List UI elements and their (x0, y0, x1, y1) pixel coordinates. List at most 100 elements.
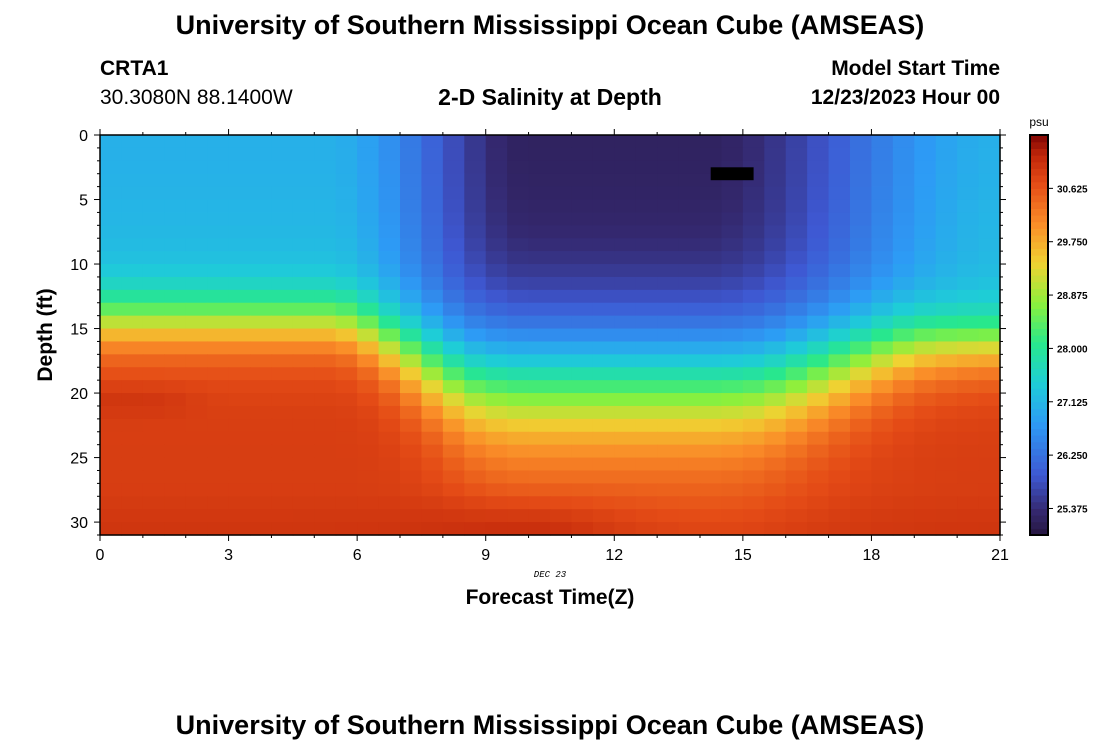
heatmap-cell (828, 212, 851, 226)
heatmap-cell (850, 135, 873, 149)
heatmap-cell (700, 509, 723, 523)
heatmap-cell (507, 212, 530, 226)
heatmap-cell (164, 393, 187, 407)
heatmap-cell (828, 238, 851, 252)
heatmap-cell (614, 315, 637, 330)
heatmap-cell (421, 199, 444, 214)
heatmap-cell (935, 522, 958, 536)
heatmap-cell (100, 470, 123, 484)
heatmap-cell (571, 341, 594, 355)
heatmap-cell (850, 354, 873, 368)
heatmap-cell (142, 276, 165, 291)
heatmap-cell (464, 418, 487, 433)
heatmap-cell (700, 522, 723, 536)
heatmap-cell (550, 199, 573, 214)
heatmap-cell (807, 186, 830, 201)
heatmap-cell (421, 367, 444, 381)
heatmap-cell (185, 483, 208, 497)
heatmap-cell (185, 457, 208, 472)
y-tick-label: 20 (70, 386, 88, 403)
heatmap-cell (914, 457, 937, 472)
heatmap-cell (250, 147, 273, 162)
heatmap-cell (892, 509, 915, 523)
heatmap-cell (485, 212, 508, 226)
heatmap-cell (678, 470, 701, 484)
heatmap-cell (635, 251, 658, 265)
heatmap-cell (550, 341, 573, 355)
heatmap-cell (142, 147, 165, 162)
heatmap-cell (207, 264, 230, 278)
heatmap-cell (657, 264, 680, 278)
heatmap-cell (828, 457, 851, 472)
heatmap-cell (657, 173, 680, 188)
heatmap-cell (807, 483, 830, 497)
heatmap-cell (485, 522, 508, 536)
heatmap-cell (678, 367, 701, 381)
heatmap-cell (100, 289, 123, 304)
heatmap-cell (207, 470, 230, 484)
heatmap-cell (335, 276, 358, 291)
heatmap-cell (550, 509, 573, 523)
heatmap-cell (142, 457, 165, 472)
heatmap-cell (228, 264, 251, 278)
heatmap-cell (228, 251, 251, 265)
heatmap-cell (614, 431, 637, 446)
heatmap-cell (742, 276, 765, 291)
heatmap-cell (400, 457, 423, 472)
heatmap-cell (485, 509, 508, 523)
heatmap-cell (871, 341, 894, 355)
heatmap-cell (228, 186, 251, 201)
heatmap-cell (485, 173, 508, 188)
heatmap-cell (828, 354, 851, 368)
heatmap-cell (314, 276, 337, 291)
heatmap-cell (657, 212, 680, 226)
heatmap-cell (550, 354, 573, 368)
heatmap-cell (528, 431, 551, 446)
heatmap-cell (335, 315, 358, 330)
heatmap-cell (871, 135, 894, 149)
heatmap-cell (400, 470, 423, 484)
heatmap-cell (957, 393, 980, 407)
heatmap-cell (100, 276, 123, 291)
heatmap-cell (785, 328, 808, 343)
heatmap-cell (721, 186, 744, 201)
heatmap-cell (850, 199, 873, 214)
heatmap-cell (550, 367, 573, 381)
heatmap-cell (100, 199, 123, 214)
heatmap-cell (421, 431, 444, 446)
heatmap-cell (400, 135, 423, 149)
heatmap-cell (764, 186, 787, 201)
colorbar-segment (1030, 148, 1048, 156)
heatmap-cell (250, 496, 273, 510)
heatmap-cell (464, 367, 487, 381)
heatmap-cell (292, 483, 315, 497)
heatmap-cell (142, 135, 165, 149)
heatmap-cell (807, 380, 830, 394)
heatmap-cell (807, 315, 830, 330)
heatmap-cell (507, 522, 530, 536)
heatmap-cell (378, 393, 401, 407)
heatmap-cell (935, 173, 958, 188)
heatmap-cell (207, 509, 230, 523)
heatmap-cell (678, 457, 701, 472)
heatmap-cell (292, 147, 315, 162)
heatmap-cell (121, 522, 144, 536)
heatmap-cell (250, 302, 273, 317)
heatmap-cell (528, 289, 551, 304)
heatmap-cell (764, 315, 787, 330)
heatmap-cell (871, 405, 894, 420)
heatmap-cell (914, 354, 937, 368)
heatmap-cell (378, 147, 401, 162)
heatmap-cell (828, 405, 851, 420)
heatmap-cell (335, 289, 358, 304)
heatmap-cell (485, 393, 508, 407)
heatmap-cell (528, 483, 551, 497)
heatmap-cell (442, 483, 465, 497)
heatmap-cell (871, 264, 894, 278)
heatmap-cell (550, 238, 573, 252)
heatmap-cell (592, 212, 615, 226)
salinity-heatmap-chart: 0 3 6 9 12 15 18 21 0 5 10 15 20 25 30 Forecast Time(Z… (34, 115, 1088, 609)
heatmap-cell (378, 483, 401, 497)
colorbar-segment (1030, 521, 1048, 529)
heatmap-cell (614, 199, 637, 214)
